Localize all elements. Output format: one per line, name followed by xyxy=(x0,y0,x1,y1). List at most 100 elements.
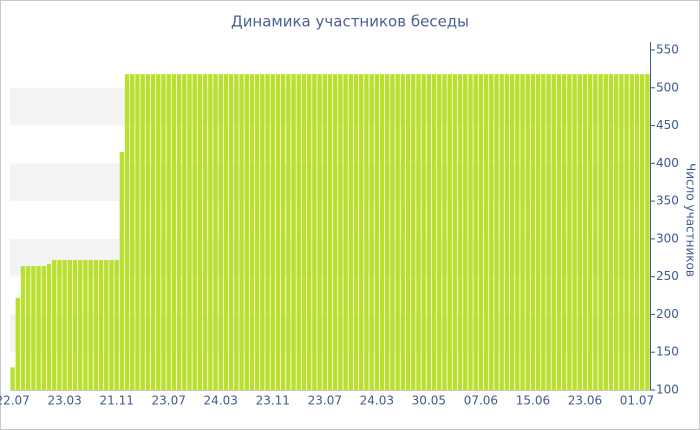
bar xyxy=(15,297,20,390)
bar xyxy=(359,74,364,390)
bar xyxy=(171,74,177,390)
bar xyxy=(145,74,151,390)
bar xyxy=(291,74,296,390)
bar xyxy=(338,74,343,390)
y-axis-label: Число участников xyxy=(684,163,698,277)
bar xyxy=(473,74,478,390)
bar xyxy=(405,74,411,390)
bar xyxy=(520,74,525,390)
x-tick-label: 15.06 xyxy=(516,394,550,408)
bar xyxy=(353,74,359,390)
bar xyxy=(561,74,567,390)
bar xyxy=(197,74,203,390)
bar xyxy=(426,74,432,390)
bar xyxy=(124,74,130,390)
bar xyxy=(78,260,83,390)
bar xyxy=(567,74,572,390)
bar xyxy=(619,74,624,390)
bar xyxy=(280,74,286,390)
bar xyxy=(478,74,484,390)
bar xyxy=(156,74,161,390)
bar xyxy=(582,74,588,390)
bar xyxy=(286,74,291,390)
bar xyxy=(265,74,270,390)
bar xyxy=(192,74,197,390)
bar xyxy=(187,74,192,390)
bar xyxy=(442,74,447,390)
bar xyxy=(228,74,234,390)
x-tick-label: 01.07 xyxy=(620,394,654,408)
bar xyxy=(36,266,41,390)
bar xyxy=(41,266,47,390)
bar xyxy=(223,74,229,390)
x-tick-label: 23.03 xyxy=(47,394,81,408)
bar xyxy=(421,74,426,390)
bar xyxy=(587,74,593,390)
x-tick-label: 24.03 xyxy=(360,394,394,408)
bar xyxy=(46,263,52,390)
chart-title: Динамика участников беседы xyxy=(231,13,469,31)
bar xyxy=(593,74,598,390)
x-tick-label: 23.07 xyxy=(308,394,342,408)
bar xyxy=(275,74,281,390)
bar xyxy=(411,74,416,390)
bar xyxy=(494,74,499,390)
bar xyxy=(525,74,530,390)
bar xyxy=(541,74,546,390)
bar xyxy=(202,74,208,390)
bar xyxy=(234,74,239,390)
bar xyxy=(182,74,187,390)
bar xyxy=(546,74,551,390)
y-tick-label: 500 xyxy=(656,80,679,94)
bar xyxy=(161,74,166,390)
bar xyxy=(416,74,421,390)
y-tick-label: 300 xyxy=(656,231,679,245)
bar xyxy=(577,74,582,390)
bar xyxy=(379,74,385,390)
bar xyxy=(109,260,114,390)
bar xyxy=(400,74,406,390)
bar xyxy=(10,367,15,390)
bar xyxy=(385,74,390,390)
bar xyxy=(348,74,353,390)
bar xyxy=(270,74,275,390)
y-tick-label: 150 xyxy=(656,345,679,359)
bar xyxy=(317,74,322,390)
bar xyxy=(634,74,640,390)
bar xyxy=(312,74,317,390)
bar xyxy=(343,74,348,390)
bar xyxy=(218,74,223,390)
bar xyxy=(140,74,145,390)
bar xyxy=(208,74,213,390)
bar xyxy=(556,74,562,390)
bar xyxy=(150,74,156,390)
bar xyxy=(62,260,67,390)
bar xyxy=(72,260,78,390)
bar xyxy=(509,74,515,390)
bar xyxy=(57,260,62,390)
bar xyxy=(431,74,437,390)
bar xyxy=(447,74,452,390)
bar xyxy=(369,74,374,390)
x-tick-label: 07.06 xyxy=(464,394,498,408)
y-tick-label: 200 xyxy=(656,307,679,321)
bar xyxy=(260,74,265,390)
y-tick-label: 250 xyxy=(656,269,679,283)
bar xyxy=(535,74,541,390)
bar xyxy=(249,74,255,390)
bar xyxy=(603,74,608,390)
x-tick-label: 23.07 xyxy=(152,394,186,408)
bar xyxy=(489,74,494,390)
bar xyxy=(301,74,307,390)
bar xyxy=(166,74,171,390)
bar xyxy=(613,74,619,390)
bar xyxy=(114,260,119,390)
x-tick-label: 21.11 xyxy=(99,394,133,408)
bar xyxy=(640,74,645,390)
x-tick-label: 22.07 xyxy=(0,394,30,408)
bar xyxy=(307,74,312,390)
bar xyxy=(390,74,395,390)
bar xyxy=(504,74,510,390)
bar xyxy=(327,74,333,390)
